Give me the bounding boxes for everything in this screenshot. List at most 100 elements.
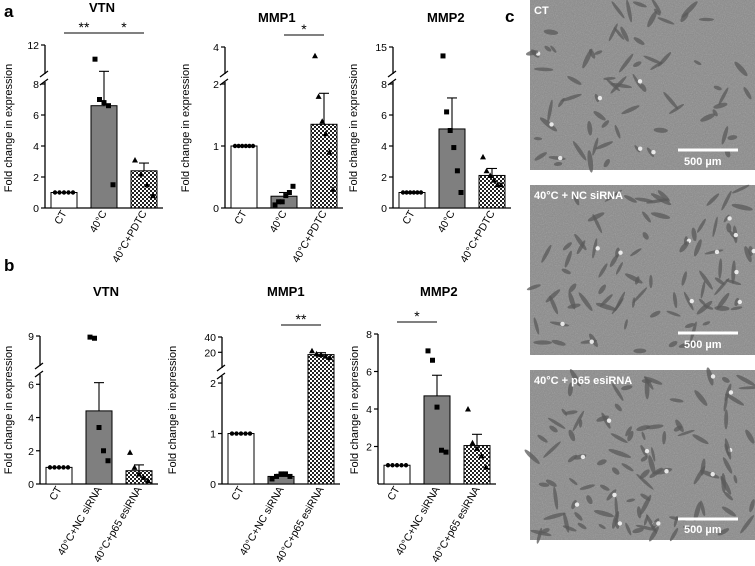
cell-shape: [700, 458, 706, 476]
cell-shape: [722, 376, 730, 383]
bar: [398, 192, 426, 209]
cell-shape: [586, 495, 593, 505]
bar: [310, 123, 338, 209]
data-point: [474, 445, 480, 451]
cell-shape: [635, 524, 657, 531]
y-tick-label: 15: [375, 42, 387, 54]
cell-shape: [633, 61, 642, 68]
y-axis-label: Fold change in expression: [180, 64, 192, 192]
cell-shape: [582, 48, 593, 69]
cell-shape: [718, 258, 723, 279]
cell-shape: [539, 117, 558, 132]
data-point: [458, 190, 464, 195]
cell-shape: [672, 292, 678, 309]
cell-shape: [611, 1, 625, 19]
cell-shape: [641, 431, 646, 441]
cell-shape: [700, 500, 706, 517]
cell-shape: [593, 510, 614, 518]
cell-shape: [726, 223, 732, 233]
cell-shape: [632, 527, 644, 534]
cell-bright: [549, 122, 554, 127]
cell-shape: [713, 102, 728, 109]
cell-shape: [601, 120, 610, 128]
cell-shape: [646, 198, 670, 204]
cell-shape: [606, 489, 617, 501]
cell-shape: [678, 340, 700, 348]
data-point: [243, 431, 248, 436]
data-point: [318, 351, 324, 358]
data-point: [247, 431, 253, 436]
cell-shape: [596, 459, 607, 466]
data-point: [236, 143, 241, 149]
cell-shape: [731, 184, 750, 194]
cell-shape: [610, 76, 627, 94]
cell-bright: [606, 418, 612, 423]
cell-bright: [589, 339, 594, 344]
data-point: [234, 431, 239, 436]
cell-shape: [634, 197, 654, 203]
cell-shape: [549, 425, 558, 433]
cell-shape: [551, 339, 566, 346]
cell-shape: [592, 137, 599, 156]
data-point: [394, 463, 400, 468]
cell-shape: [614, 124, 621, 139]
cell-bright: [560, 321, 565, 327]
micrograph-cells: [524, 367, 755, 544]
cell-shape: [621, 463, 634, 472]
cell-shape: [569, 369, 581, 387]
scale-bar-label: 500 µm: [684, 156, 722, 168]
cell-shape: [543, 29, 559, 35]
cell-shape: [587, 120, 593, 136]
cell-shape: [632, 73, 642, 89]
cell-shape: [654, 8, 661, 16]
cell-shape: [534, 152, 547, 161]
y-tick-label: 4: [33, 141, 39, 153]
cell-shape: [618, 53, 634, 73]
y-tick-label: 2: [381, 172, 387, 184]
significance-label: **: [79, 19, 90, 35]
cell-shape: [651, 518, 660, 529]
cell-shape: [610, 433, 628, 444]
y-tick-label: 0: [33, 203, 39, 215]
cell-shape: [669, 103, 685, 114]
data-point: [454, 168, 460, 174]
y-tick-label: 0: [28, 479, 34, 491]
x-tick-label: 40°C+PDTC: [458, 208, 498, 265]
cell-bright: [689, 298, 694, 304]
x-tick-label: CT: [229, 484, 247, 503]
cell-bright: [733, 232, 739, 238]
cell-shape: [697, 218, 706, 233]
cell-shape: [700, 280, 706, 299]
cell-shape: [626, 498, 636, 503]
cell-shape: [578, 292, 593, 311]
cell-shape: [533, 340, 553, 345]
data-point: [66, 190, 71, 195]
cell-shape: [717, 528, 730, 536]
cell-shape: [716, 292, 730, 310]
cell-shape: [592, 238, 598, 259]
cell-shape: [614, 403, 622, 412]
scale-bar-label: 500 µm: [684, 339, 722, 351]
y-tick-label: 8: [381, 79, 387, 91]
cell-shape: [598, 284, 607, 295]
cell-shape: [538, 482, 550, 487]
cell-shape: [564, 250, 572, 268]
cell-shape: [650, 61, 663, 70]
cell-shape: [668, 341, 678, 348]
chart-title: MMP2: [420, 284, 458, 299]
y-tick-label: 1: [210, 429, 216, 441]
cell-shape: [633, 348, 647, 354]
panel-letter-c: c: [505, 7, 514, 26]
cell-shape: [598, 524, 606, 530]
data-point: [92, 56, 98, 62]
cell-bright: [714, 249, 720, 255]
cell-shape: [550, 45, 557, 53]
cell-shape: [700, 113, 716, 122]
y-tick-label: 40: [204, 332, 216, 344]
data-point: [327, 354, 333, 361]
cell-shape: [714, 277, 725, 285]
data-point: [404, 190, 409, 195]
cell-bright: [617, 521, 623, 526]
data-point: [97, 97, 102, 102]
